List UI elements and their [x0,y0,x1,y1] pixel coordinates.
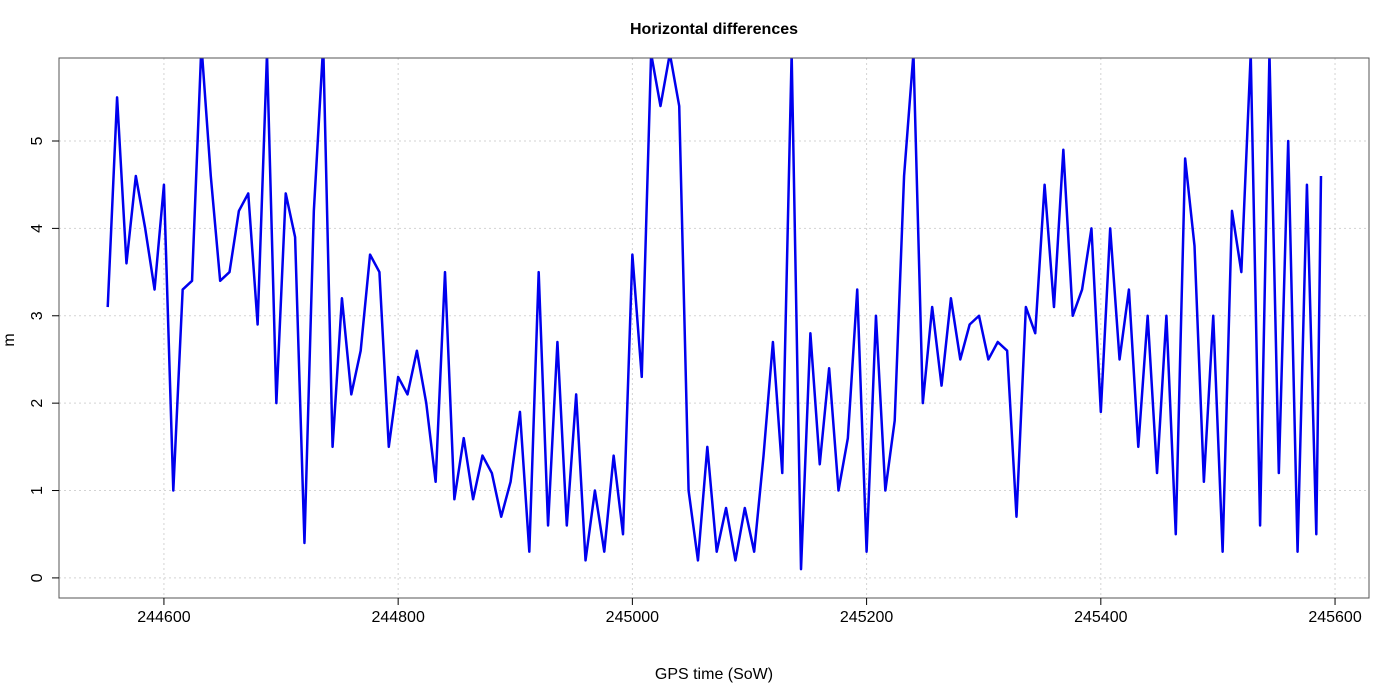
x-tick-label: 244600 [137,609,190,626]
x-tick-label: 245600 [1308,609,1361,626]
data-line [106,58,1323,571]
plot-area [106,58,1323,571]
x-tick-label: 244800 [371,609,424,626]
y-tick-label: 5 [29,136,46,145]
x-axis-label: GPS time (SoW) [655,666,773,683]
chart-title: Horizontal differences [630,21,798,38]
y-tick-label: 3 [29,311,46,320]
y-axis-label: m [1,333,18,346]
y-tick-label: 2 [29,399,46,408]
plot-frame [58,57,1370,599]
grid [59,58,1369,598]
y-tick-label: 0 [29,573,46,582]
y-tick-label: 1 [29,486,46,495]
x-tick-label: 245400 [1074,609,1127,626]
x-tick-label: 245000 [606,609,659,626]
x-tick-label: 245200 [840,609,893,626]
y-tick-label: 4 [29,224,46,233]
